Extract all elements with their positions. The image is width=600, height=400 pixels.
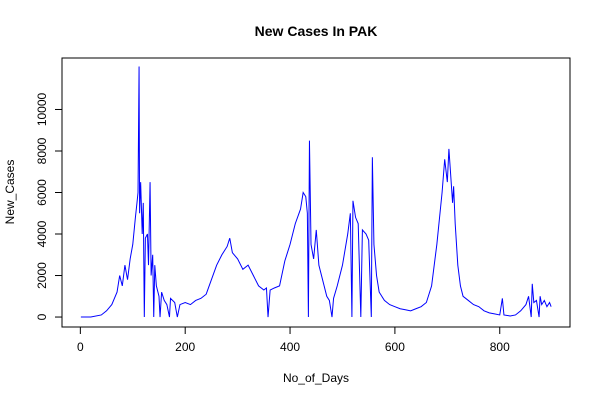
y-tick-label: 2000 bbox=[35, 262, 49, 289]
y-axis-label: New_Cases bbox=[3, 160, 17, 225]
x-tick-label: 400 bbox=[280, 340, 300, 354]
y-tick-label: 8000 bbox=[35, 137, 49, 164]
x-tick-label: 0 bbox=[77, 340, 84, 354]
x-tick-label: 200 bbox=[175, 340, 195, 354]
y-tick-label: 0 bbox=[35, 313, 49, 320]
data-line bbox=[80, 66, 552, 318]
x-axis-label: No_of_Days bbox=[283, 371, 349, 385]
x-tick-label: 600 bbox=[385, 340, 405, 354]
chart-title: New Cases In PAK bbox=[255, 23, 378, 39]
x-tick-label: 800 bbox=[490, 340, 510, 354]
y-tick-label: 4000 bbox=[35, 220, 49, 247]
y-tick-label: 10000 bbox=[35, 92, 49, 126]
y-tick-label: 6000 bbox=[35, 179, 49, 206]
